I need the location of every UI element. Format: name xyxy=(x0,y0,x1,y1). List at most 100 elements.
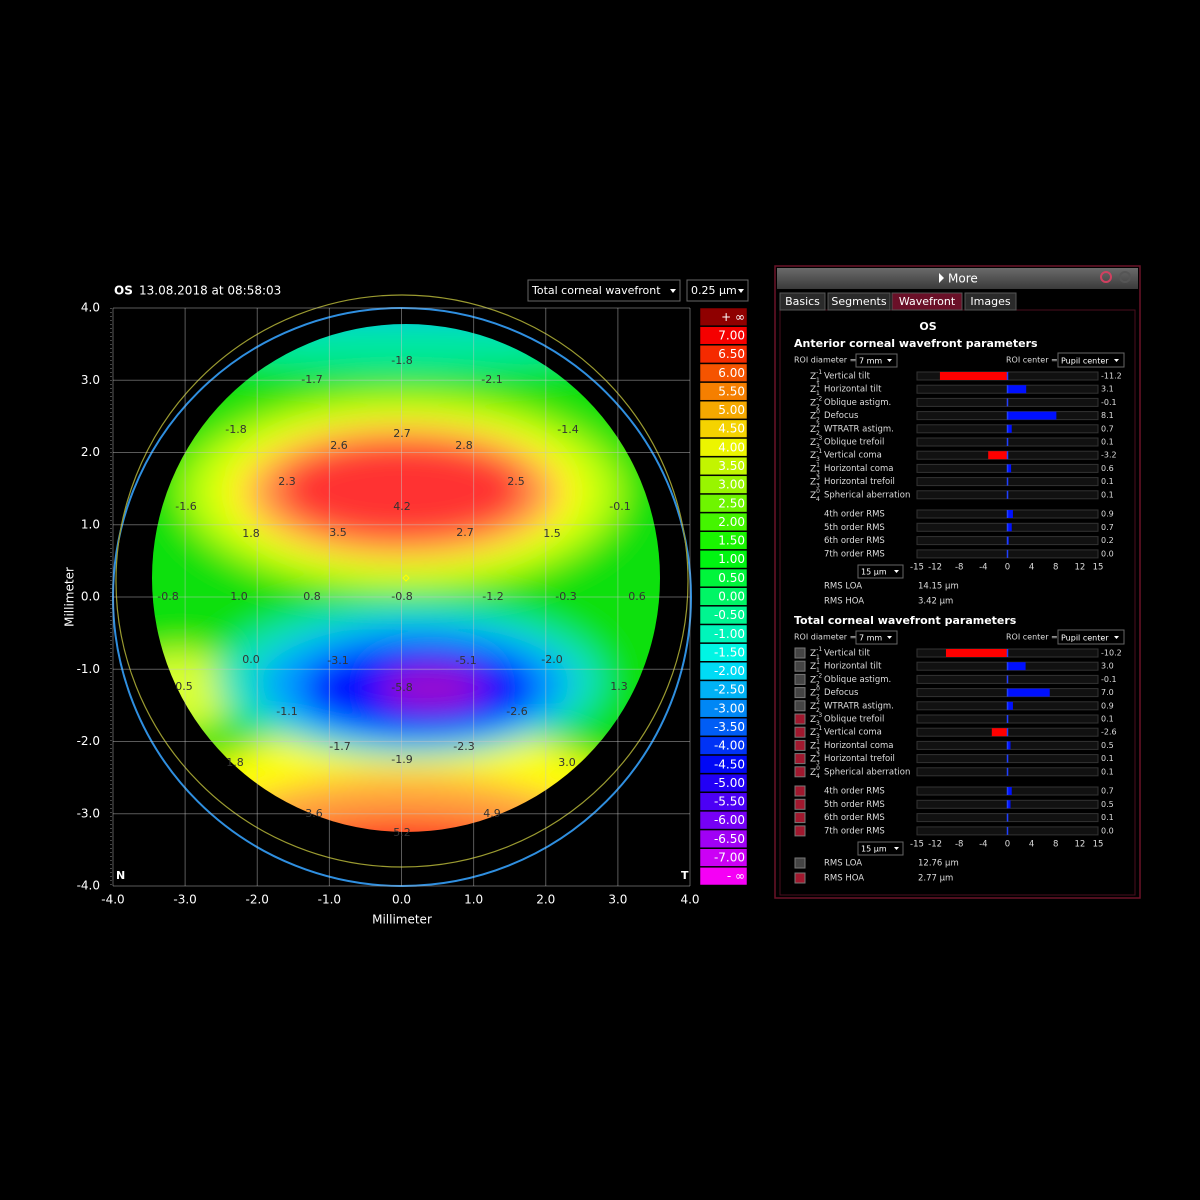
panel-header[interactable] xyxy=(777,268,1138,289)
zernike-symbol: Z-2 2 xyxy=(810,672,822,687)
zernike-m: 1 xyxy=(816,659,820,666)
zernike-n: 3 xyxy=(816,733,820,740)
checkbox[interactable] xyxy=(794,700,806,712)
zernike-m: -1 xyxy=(816,369,822,376)
zoom-out-icon[interactable] xyxy=(1119,271,1131,283)
limbus-circle xyxy=(115,294,689,868)
map-value-label: 0.8 xyxy=(303,590,321,603)
tab[interactable] xyxy=(964,292,1017,311)
checkbox[interactable] xyxy=(794,739,806,751)
range-select[interactable] xyxy=(857,564,904,579)
zernike-letter: Z xyxy=(810,490,816,500)
scale-swatch xyxy=(699,587,748,606)
term-name: Oblique trefoil xyxy=(824,438,884,448)
bar-value: 0.7 xyxy=(1101,787,1114,796)
scale-label: 2.50 xyxy=(718,496,745,510)
roi-center-select[interactable] xyxy=(1057,352,1125,368)
zernike-n: 2 xyxy=(816,680,820,687)
checkbox[interactable] xyxy=(794,660,806,672)
zernike-letter: Z xyxy=(810,649,816,659)
map-type-select[interactable]: Total corneal wavefront xyxy=(527,279,681,302)
term-name: WTRATR astigm. xyxy=(824,424,894,434)
map-value-label: 2.8 xyxy=(455,439,473,452)
zernike-n: 3 xyxy=(816,443,820,450)
checkbox[interactable] xyxy=(794,713,806,725)
term-name: Defocus xyxy=(824,688,859,698)
map-value-label: -1.2 xyxy=(482,590,503,603)
tab[interactable] xyxy=(891,292,963,311)
map-value-label: -0.8 xyxy=(157,590,178,603)
map-value-label: -0.1 xyxy=(609,500,630,513)
bar-value: 3.1 xyxy=(1101,385,1114,394)
scale-swatch xyxy=(699,307,748,326)
roi-diameter-label: ROI diameter = xyxy=(794,633,856,642)
roi-center-label: ROI center = xyxy=(1006,633,1058,642)
scale-label: 6.50 xyxy=(718,347,745,361)
roi-diameter-select[interactable] xyxy=(855,630,898,645)
map-value-label: -1.8 xyxy=(391,354,412,367)
scale-label: 7.00 xyxy=(718,328,745,342)
tab[interactable] xyxy=(827,292,891,311)
bar-value: 0.1 xyxy=(1101,477,1114,486)
checkbox[interactable] xyxy=(794,857,806,869)
range-select[interactable] xyxy=(857,841,904,856)
map-value-label: 1.8 xyxy=(226,756,244,769)
bar xyxy=(1007,385,1027,394)
bar xyxy=(1007,688,1050,697)
zernike-m: 0 xyxy=(816,408,820,415)
map-value-label: -1.6 xyxy=(175,500,196,513)
scale-swatch xyxy=(699,624,748,643)
scale-label: 3.00 xyxy=(718,478,745,492)
tab-label: Basics xyxy=(785,295,820,308)
bar-axis-label: 15 xyxy=(1093,840,1104,850)
step-select[interactable]: 0.25 µm xyxy=(686,279,749,302)
bar-axis-label: 0 xyxy=(1005,563,1010,573)
checkbox[interactable] xyxy=(794,673,806,685)
y-tick-label: -1.0 xyxy=(77,662,100,676)
map-value-label: 0.0 xyxy=(242,653,260,666)
scale-label: 5.50 xyxy=(718,384,745,398)
zernike-symbol: Z0 4 xyxy=(810,764,820,779)
zernike-m: 2 xyxy=(816,421,820,428)
checkbox[interactable] xyxy=(794,687,806,699)
map-value-label: 2.3 xyxy=(278,475,296,488)
checkbox[interactable] xyxy=(794,726,806,738)
zernike-n: 3 xyxy=(816,456,820,463)
scale-label: 0.00 xyxy=(718,590,745,604)
zernike-m: 3 xyxy=(816,474,820,481)
checkbox[interactable] xyxy=(794,753,806,765)
zernike-symbol: Z0 2 xyxy=(810,685,820,700)
scale-swatch xyxy=(699,475,748,494)
bar xyxy=(1007,464,1012,473)
temporal-marker: T xyxy=(681,869,689,882)
bar xyxy=(1007,701,1013,710)
checkbox[interactable] xyxy=(794,872,806,884)
roi-center-value: Pupil center xyxy=(1061,357,1109,366)
checkbox[interactable] xyxy=(794,785,806,797)
map-value-label: -1.4 xyxy=(557,423,578,436)
panel-eye: OS xyxy=(919,320,936,333)
bar-value: -0.1 xyxy=(1101,398,1117,407)
scale-swatch xyxy=(699,438,748,457)
y-tick-label: 0.0 xyxy=(81,590,100,604)
zoom-in-icon[interactable] xyxy=(1100,271,1112,283)
x-tick-label: 0.0 xyxy=(392,893,411,907)
tab[interactable] xyxy=(779,292,826,311)
roi-diameter-select[interactable] xyxy=(855,353,898,368)
roi-center-select[interactable] xyxy=(1057,629,1125,645)
bar-value: 0.6 xyxy=(1101,464,1114,473)
checkbox[interactable] xyxy=(794,647,806,659)
nasal-marker: N xyxy=(116,869,125,882)
range-select-value: 15 µm xyxy=(861,568,887,577)
bar-value: -0.1 xyxy=(1101,675,1117,684)
checkbox[interactable] xyxy=(794,825,806,837)
zernike-m: -1 xyxy=(816,448,822,455)
term-name: Horizontal tilt xyxy=(824,662,882,672)
checkbox[interactable] xyxy=(794,812,806,824)
term-name: Oblique trefoil xyxy=(824,715,884,725)
map-value-label: 2.7 xyxy=(393,427,411,440)
checkbox[interactable] xyxy=(794,798,806,810)
checkbox[interactable] xyxy=(794,766,806,778)
scale-swatch xyxy=(699,456,748,476)
